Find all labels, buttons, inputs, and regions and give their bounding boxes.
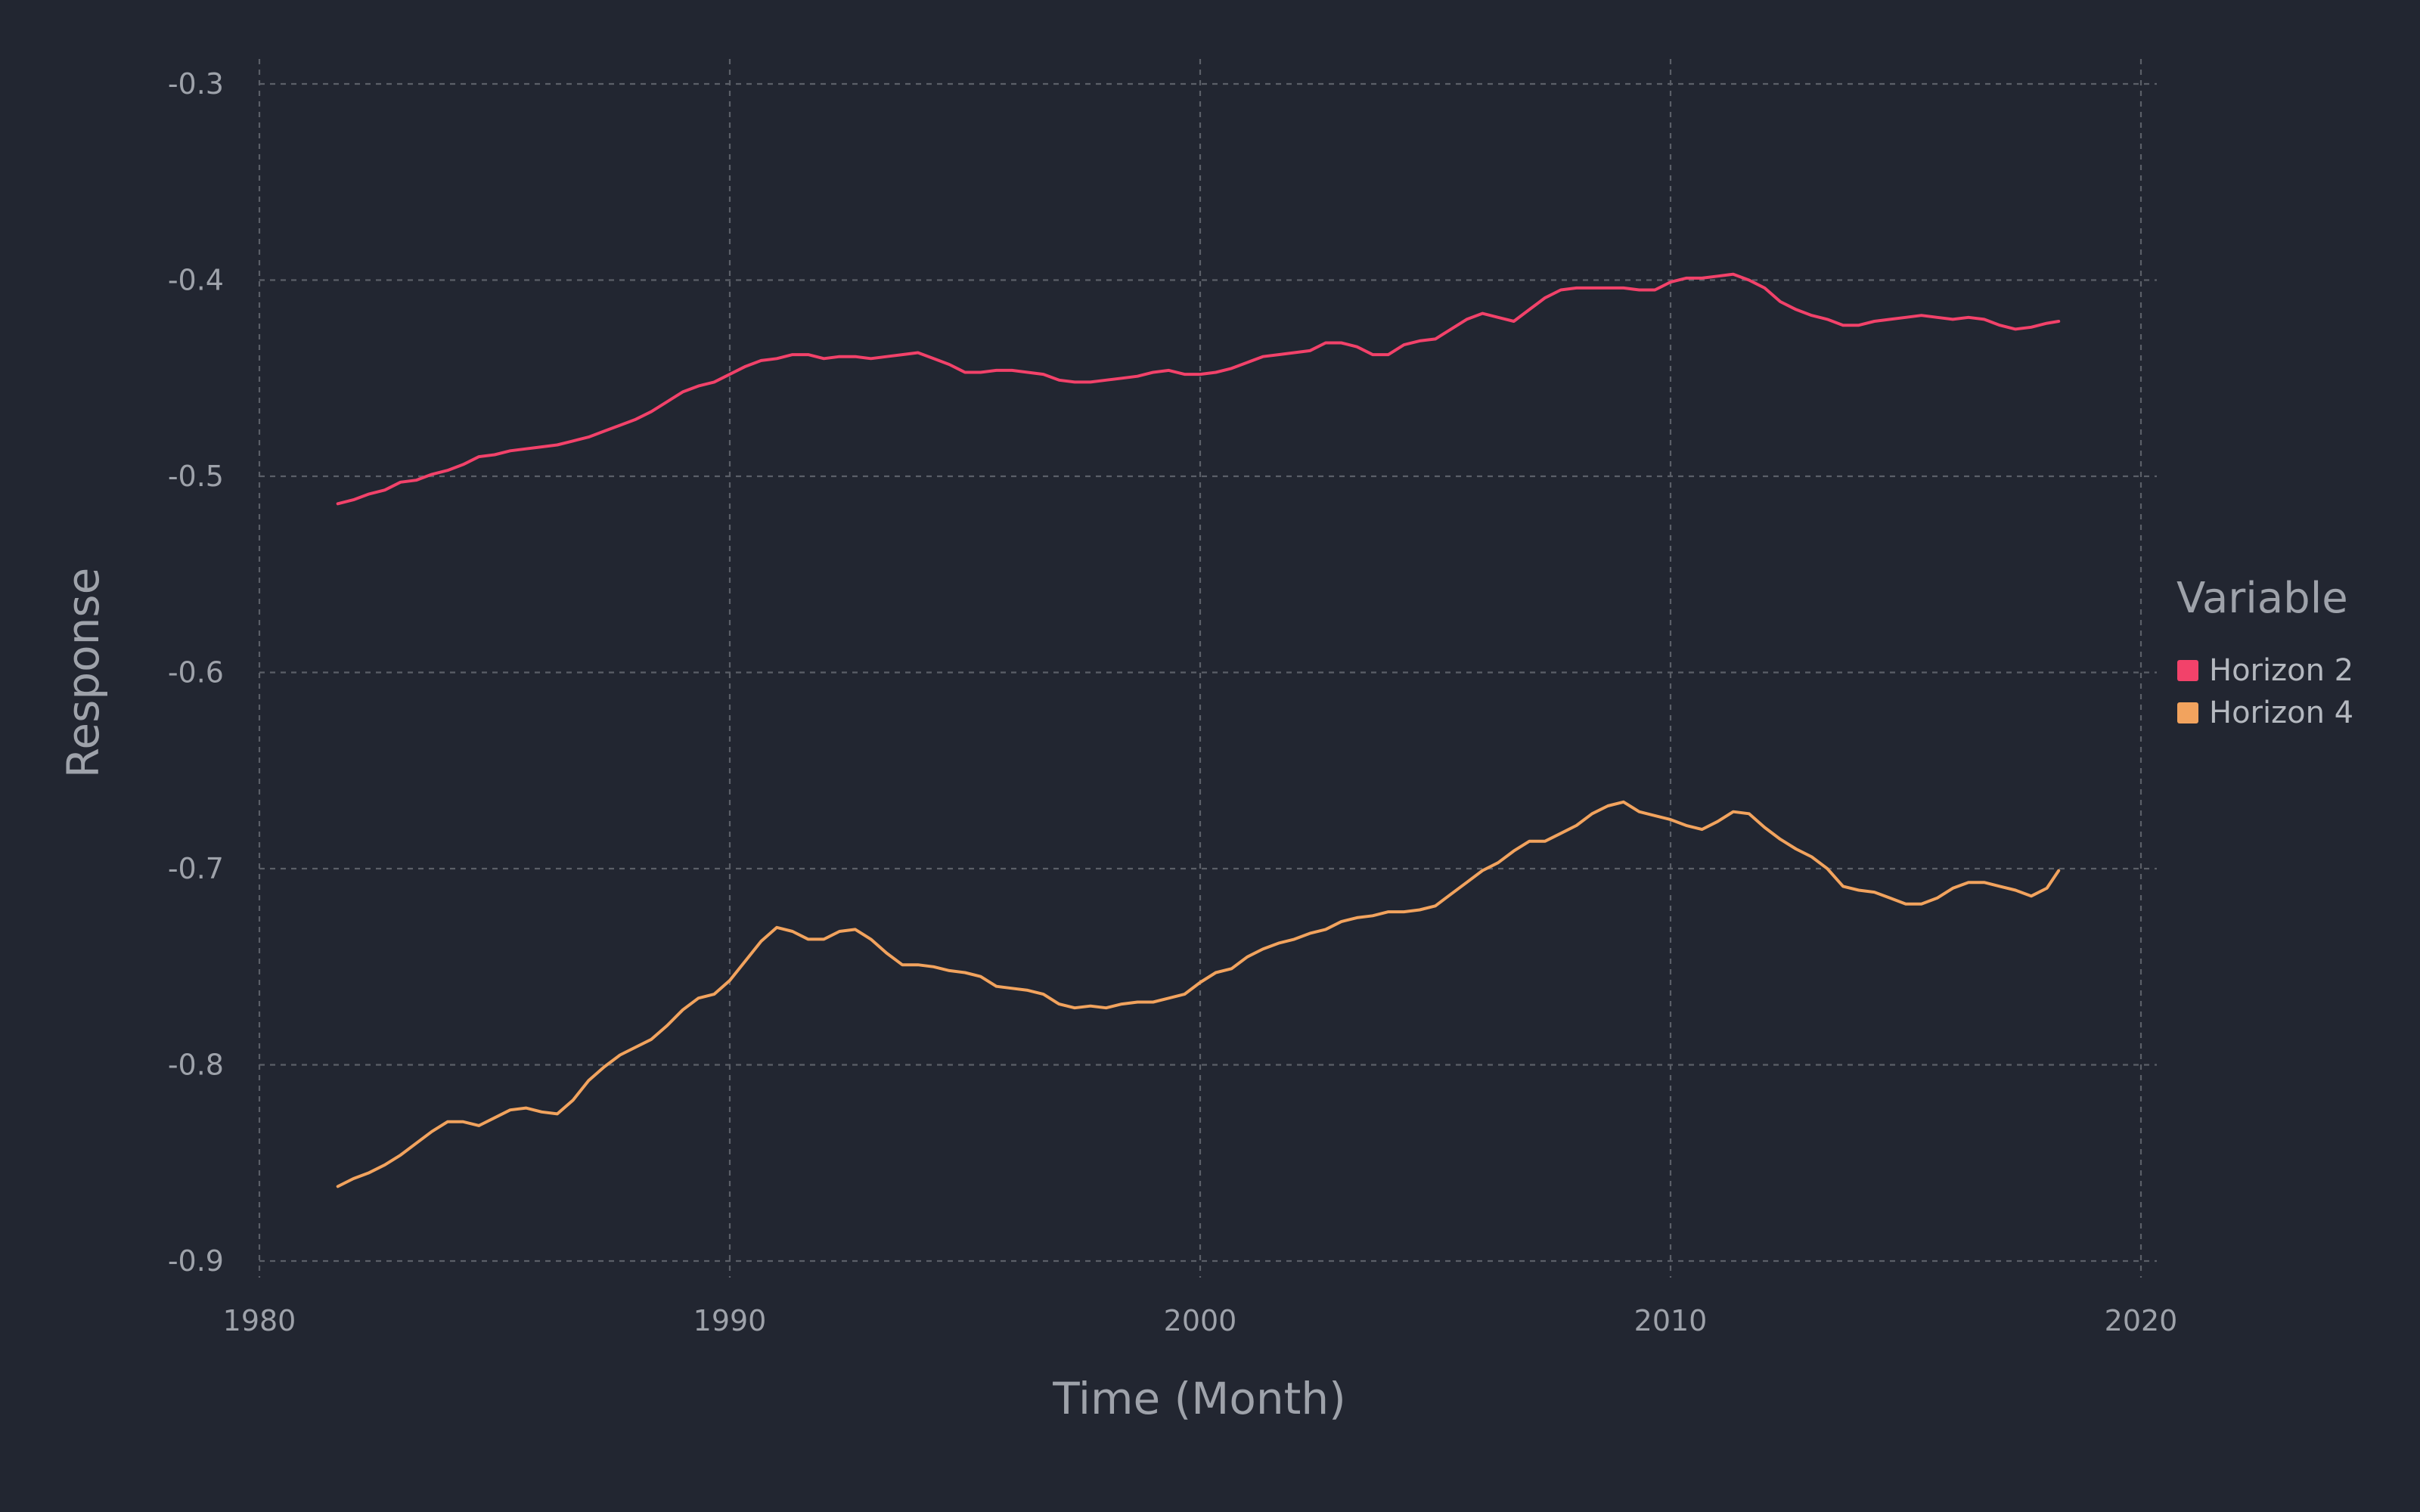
y-tick-label: -0.5	[168, 460, 224, 493]
y-tick-label: -0.9	[168, 1244, 224, 1278]
legend: Variable Horizon 2 Horizon 4	[2176, 574, 2353, 730]
legend-label-horizon-4: Horizon 4	[2209, 696, 2353, 730]
grid-lines	[258, 59, 2157, 1278]
series-layer	[336, 272, 2061, 1188]
tick-labels: 1980 1990 2000 2010 2020 -0.3 -0.4 -0.5 -0.6 -0.7…	[168, 67, 2178, 1337]
y-tick-label: -0.4	[168, 264, 224, 297]
legend-title: Variable	[2176, 574, 2348, 623]
x-tick-label: 1980	[223, 1304, 296, 1337]
x-tick-label: 1990	[693, 1304, 767, 1337]
y-tick-label: -0.6	[168, 656, 224, 689]
y-axis-title: Response	[57, 568, 109, 779]
legend-items: Horizon 2 Horizon 4	[2177, 653, 2353, 730]
x-tick-label: 2000	[1164, 1304, 1237, 1337]
x-axis-title: Time (Month)	[1052, 1373, 1345, 1424]
y-tick-label: -0.7	[168, 852, 224, 885]
x-tick-label: 2010	[1634, 1304, 1708, 1337]
series-line-horizon-2	[336, 272, 2061, 506]
legend-swatch-horizon-4	[2177, 702, 2198, 723]
legend-swatch-horizon-2	[2177, 660, 2198, 681]
y-tick-label: -0.3	[168, 67, 224, 101]
series-line-horizon-4	[336, 800, 2061, 1188]
legend-label-horizon-2: Horizon 2	[2209, 653, 2353, 688]
x-tick-label: 2020	[2105, 1304, 2178, 1337]
y-tick-label: -0.8	[168, 1049, 224, 1082]
